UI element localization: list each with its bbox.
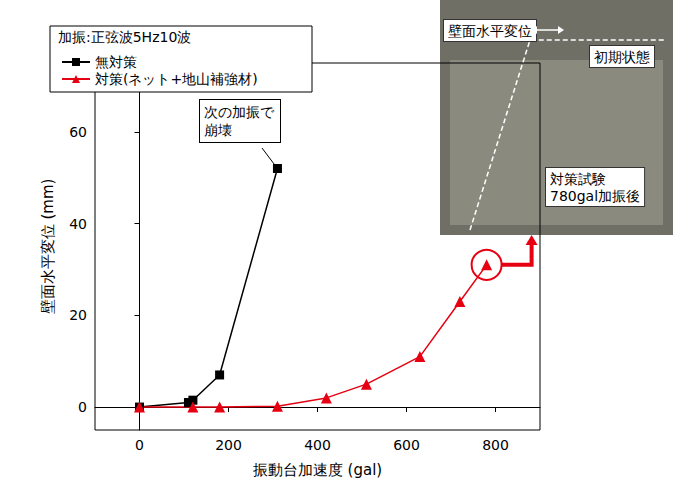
- svg-text:20: 20: [69, 307, 87, 323]
- svg-text:無対策: 無対策: [95, 54, 137, 70]
- svg-text:780gal加振後: 780gal加振後: [550, 188, 640, 204]
- svg-text:次の加振で: 次の加振で: [204, 104, 275, 120]
- svg-text:対策(ネット+地山補強材): 対策(ネット+地山補強材): [95, 71, 258, 87]
- svg-text:800: 800: [482, 437, 509, 453]
- svg-text:加振:正弦波5Hz10波: 加振:正弦波5Hz10波: [58, 29, 191, 45]
- svg-text:初期状態: 初期状態: [594, 49, 650, 65]
- svg-text:200: 200: [215, 437, 242, 453]
- svg-text:40: 40: [69, 216, 87, 232]
- svg-text:60: 60: [69, 124, 87, 140]
- svg-text:対策試験: 対策試験: [550, 171, 606, 187]
- svg-text:0: 0: [78, 399, 87, 415]
- svg-text:0: 0: [135, 437, 144, 453]
- svg-text:壁面水平変位 (mm): 壁面水平変位 (mm): [39, 179, 57, 315]
- svg-text:崩壊: 崩壊: [204, 122, 232, 138]
- svg-text:振動台加速度 (gal): 振動台加速度 (gal): [253, 461, 382, 479]
- svg-text:400: 400: [304, 437, 331, 453]
- svg-text:600: 600: [393, 437, 420, 453]
- svg-text:壁面水平変位: 壁面水平変位: [448, 23, 532, 39]
